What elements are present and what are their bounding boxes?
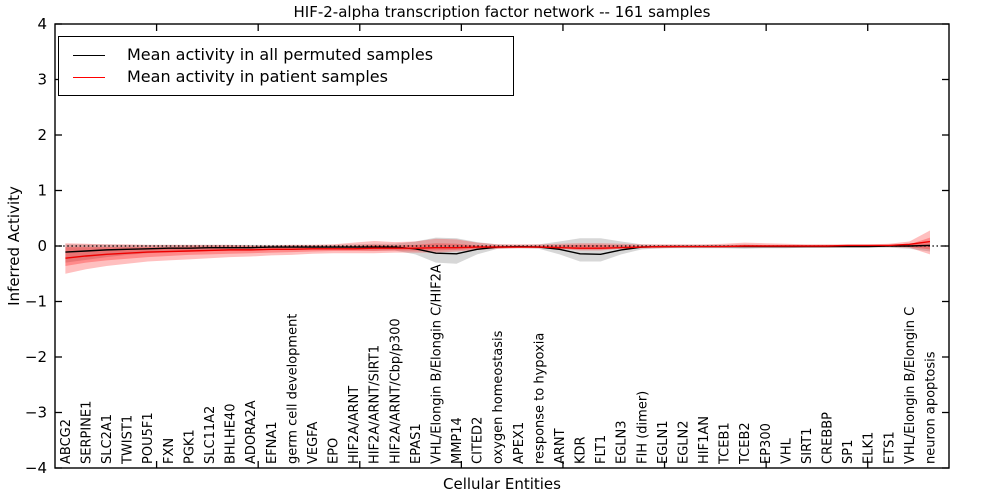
x-category-label: TWIST1 — [121, 415, 136, 465]
x-category-label: MMP14 — [450, 417, 465, 464]
x-category-label: FXN — [162, 438, 177, 464]
chart-title: HIF-2-alpha transcription factor network… — [293, 3, 711, 21]
x-category-label: HIF2A/ARNT — [347, 386, 362, 464]
y-axis-label: Inferred Activity — [5, 186, 23, 306]
x-category-label: CITED2 — [471, 417, 486, 464]
x-category-label: VHL/Elongin B/Elongin C — [903, 307, 918, 464]
patient-mean-line — [65, 240, 931, 259]
x-category-label: CREBBP — [821, 412, 836, 464]
x-category-label: HIF1AN — [697, 416, 712, 464]
x-category-label: HIF2A/ARNT/Cbp/p300 — [388, 318, 403, 464]
x-category-label: SERPINE1 — [79, 401, 94, 464]
y-tick-label: −3 — [25, 404, 47, 422]
patient-samples-band-outer — [65, 230, 930, 274]
legend-item-permuted: Mean activity in all permuted samples — [73, 44, 499, 66]
patient-samples-band-inner — [65, 237, 930, 266]
x-category-label: FIH (dimer) — [635, 391, 650, 464]
x-category-label: FLT1 — [594, 435, 609, 464]
x-category-label: EGLN3 — [615, 420, 630, 464]
x-category-label: VEGFA — [306, 422, 321, 464]
x-category-label: response to hypoxia — [532, 333, 547, 464]
legend-label-permuted: Mean activity in all permuted samples — [127, 45, 434, 64]
x-category-label: VHL — [779, 437, 794, 464]
y-tick-label: 1 — [37, 182, 47, 200]
x-category-label: BHLHE40 — [224, 404, 239, 464]
permuted-line-swatch — [73, 54, 105, 56]
y-tick-label: −1 — [25, 293, 47, 311]
y-tick-label: 4 — [37, 15, 47, 33]
x-category-label: ETS1 — [882, 431, 897, 464]
x-category-label: SIRT1 — [800, 428, 815, 464]
x-category-label: oxygen homeostasis — [491, 330, 506, 464]
x-category-label: germ cell development — [285, 314, 300, 464]
y-tick-label: 0 — [37, 237, 47, 255]
x-category-label: HIF2A/ARNT/SIRT1 — [368, 345, 383, 464]
x-category-label: PGK1 — [182, 429, 197, 464]
x-category-label: POU5F1 — [141, 412, 156, 464]
x-category-label: EP300 — [759, 423, 774, 464]
x-category-label: VHL/Elongin B/Elongin C/HIF2A — [429, 264, 444, 464]
x-category-label: ADORA2A — [244, 400, 259, 464]
legend-item-patient: Mean activity in patient samples — [73, 66, 499, 88]
x-category-label: APEX1 — [512, 422, 527, 464]
y-tick-label: 3 — [37, 71, 47, 89]
x-category-label: TCEB1 — [718, 422, 733, 465]
x-axis-label: Cellular Entities — [443, 475, 561, 493]
x-category-label: TCEB2 — [738, 422, 753, 465]
x-category-label: EGLN2 — [676, 420, 691, 464]
x-category-label: ABCG2 — [59, 419, 74, 464]
x-category-label: EPO — [327, 438, 342, 464]
y-tick-label: −4 — [25, 459, 47, 477]
x-category-label: ARNT — [553, 428, 568, 464]
x-category-label: EPAS1 — [409, 423, 424, 464]
x-category-label: SP1 — [841, 440, 856, 464]
x-category-label: SLC11A2 — [203, 406, 218, 464]
patient-line-swatch — [73, 76, 105, 78]
x-category-label: KDR — [574, 436, 589, 464]
legend: Mean activity in all permuted samples Me… — [58, 36, 514, 96]
x-category-label: ELK1 — [862, 432, 877, 464]
x-category-label: EFNA1 — [265, 421, 280, 464]
y-tick-label: 2 — [37, 126, 47, 144]
x-category-label: SLC2A1 — [100, 414, 115, 464]
x-category-label: neuron apoptosis — [924, 351, 939, 464]
x-category-label: EGLN1 — [656, 420, 671, 464]
legend-label-patient: Mean activity in patient samples — [127, 67, 388, 86]
y-tick-label: −2 — [25, 348, 47, 366]
